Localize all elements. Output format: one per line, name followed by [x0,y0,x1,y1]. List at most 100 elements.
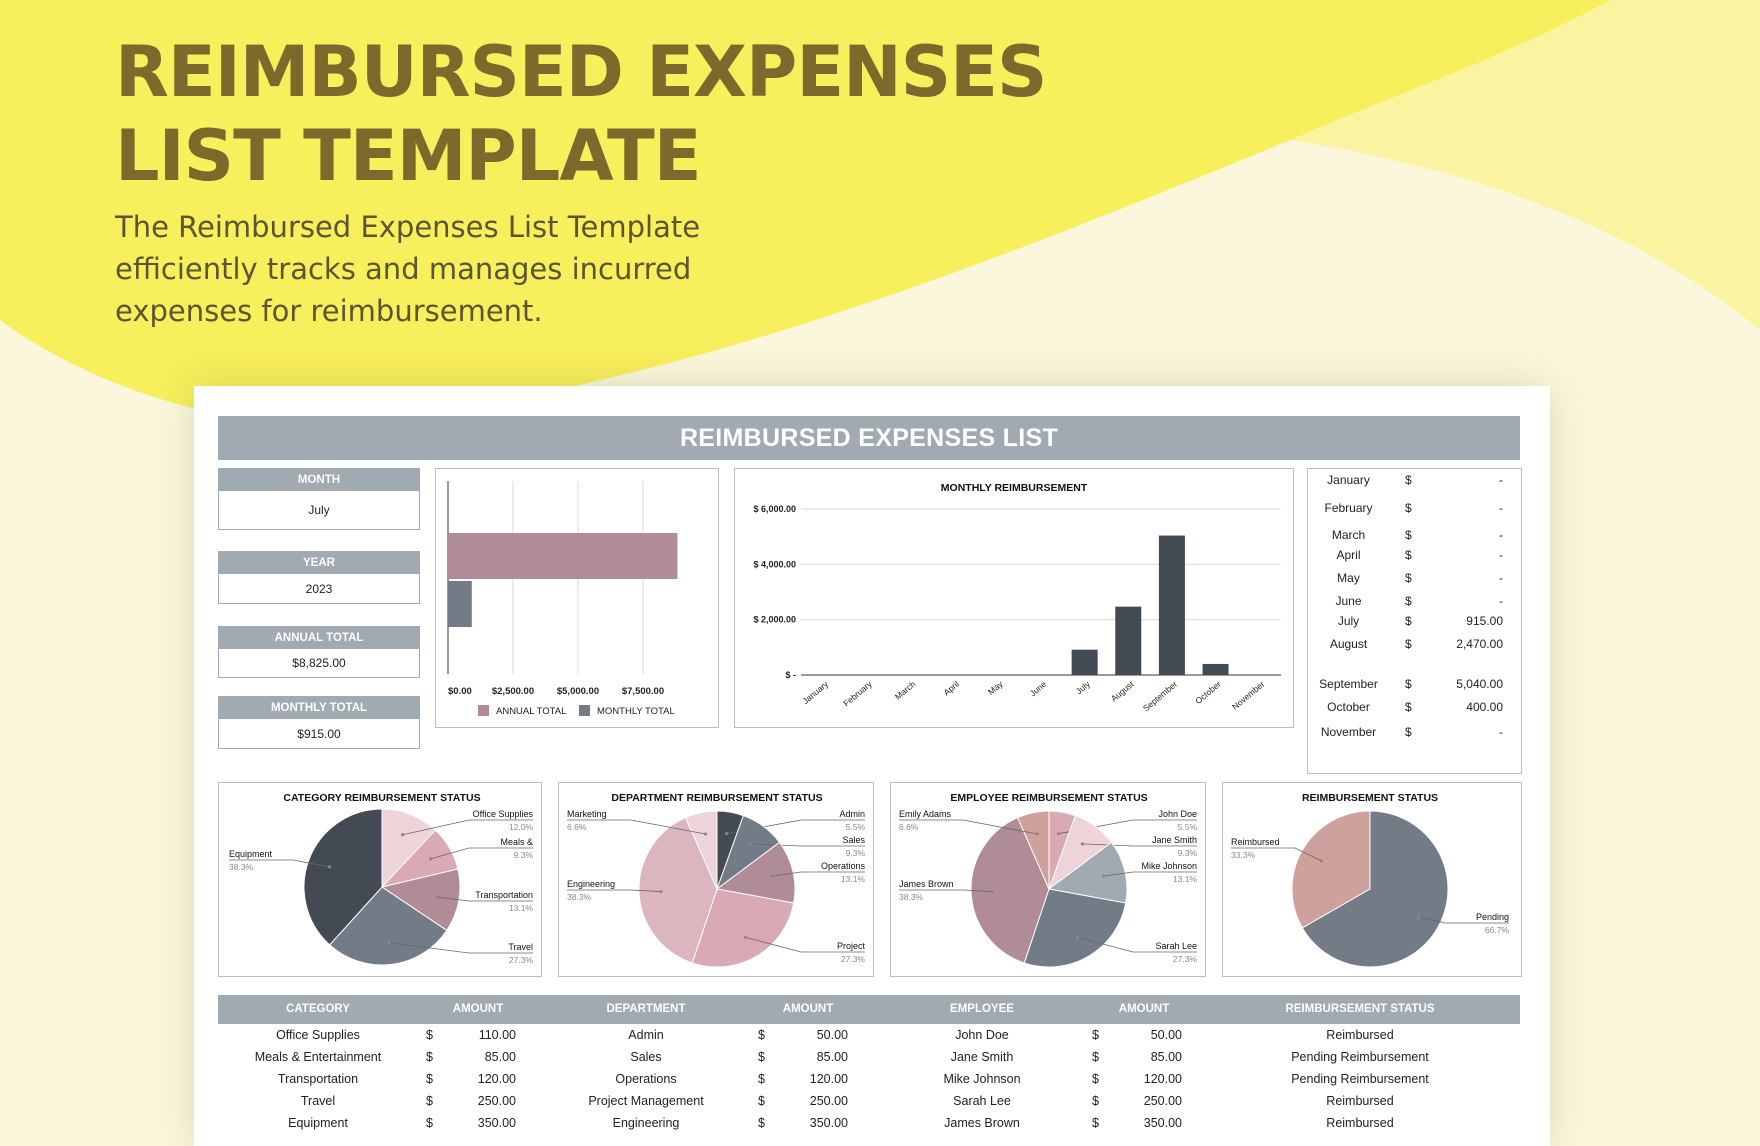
slice-label: Admin [839,809,865,819]
slice-label: Office Supplies [473,809,534,819]
currency-cell[interactable]: $ [426,1050,433,1064]
header-category: CATEGORY [286,1003,350,1015]
amount-cell[interactable]: 350.00 [477,1116,516,1130]
x-tick-label: January [801,678,831,706]
month-name: March [1331,528,1366,542]
kpi-monthly-total-value: $915.00 [297,726,341,741]
currency-cell[interactable]: $ [758,1072,765,1086]
currency-cell[interactable]: $ [426,1072,433,1086]
slice-percent: 38.3% [899,892,924,902]
slice-label: Sales [842,835,865,845]
currency-cell[interactable]: $ [426,1028,433,1042]
month-amount: - [1499,528,1503,542]
status-cell[interactable]: Reimbursed [1326,1116,1394,1130]
month-amount: 400.00 [1466,700,1503,714]
month-currency: $ [1405,548,1412,562]
department-cell[interactable]: Project Management [588,1094,704,1108]
employee-cell[interactable]: Sarah Lee [953,1094,1011,1108]
amount-cell[interactable]: 85.00 [484,1050,516,1064]
leader-dot [748,842,753,846]
department-cell[interactable]: Operations [615,1072,677,1086]
leader-dot [770,874,774,878]
currency-cell[interactable]: $ [1092,1072,1099,1086]
currency-cell[interactable]: $ [426,1094,433,1108]
department-cell[interactable]: Sales [630,1050,662,1064]
amount-cell[interactable]: 350.00 [809,1116,848,1130]
month-bar [1158,535,1185,675]
month-row: March $ - [1308,528,1521,546]
category-cell[interactable]: Travel [300,1094,336,1108]
amount-cell[interactable]: 120.00 [809,1072,848,1086]
slice-percent: 66.7% [1485,925,1510,935]
amount-cell[interactable]: 50.00 [816,1028,848,1042]
currency-cell[interactable]: $ [758,1050,765,1064]
status-cell[interactable]: Pending Reimbursement [1291,1072,1429,1086]
currency-cell[interactable]: $ [758,1116,765,1130]
slice-label: Reimbursed [1231,837,1280,847]
leader-dot [1080,842,1085,846]
amount-cell[interactable]: 85.00 [1150,1050,1182,1064]
department-cell[interactable]: Admin [628,1028,664,1042]
leader-dot [327,865,332,869]
leader-line [402,819,533,836]
amount-cell[interactable]: 120.00 [477,1072,516,1086]
amount-cell[interactable]: 120.00 [1143,1072,1182,1086]
month-currency: $ [1405,637,1412,651]
employee-pie-panel: EMPLOYEE REIMBURSEMENT STATUS John Doe 5.5… [890,782,1206,977]
currency-cell[interactable]: $ [1092,1116,1099,1130]
currency-cell[interactable]: $ [426,1116,433,1130]
month-row: September $5,040.00 [1308,677,1521,695]
leader-line [1082,843,1197,847]
currency-cell[interactable]: $ [1092,1094,1099,1108]
employee-cell[interactable]: Jane Smith [950,1050,1014,1064]
currency-cell[interactable]: $ [1092,1050,1099,1064]
month-bar [1115,606,1142,675]
month-bar [1202,663,1229,675]
slice-percent: 38.3% [229,862,254,872]
header-amount-2: AMOUNT [782,1003,834,1015]
leader-line [771,871,865,877]
legend-label: ANNUAL TOTAL [496,706,566,717]
status-cell[interactable]: Pending Reimbursement [1291,1050,1429,1064]
amount-cell[interactable]: 85.00 [816,1050,848,1064]
amount-cell[interactable]: 110.00 [478,1028,516,1042]
employee-cell[interactable]: John Doe [955,1028,1009,1042]
currency-cell[interactable]: $ [1092,1028,1099,1042]
kpi-monthly-total: MONTHLY TOTAL $915.00 [218,696,420,749]
leader-dot [387,941,391,945]
category-cell[interactable]: Transportation [277,1072,359,1086]
leader-dot [1035,832,1040,836]
month-amount: 2,470.00 [1456,637,1503,651]
amount-cell[interactable]: 250.00 [477,1094,516,1108]
leader-line [567,889,661,892]
x-tick-label: November [1230,679,1267,712]
leader-dot [435,895,439,899]
month-row: January $ - [1308,473,1521,491]
amount-cell[interactable]: 50.00 [1150,1028,1182,1042]
category-cell[interactable]: Meals & Entertainment [254,1050,382,1064]
month-row: November $ - [1308,725,1521,743]
pie-title: REIMBURSEMENT STATUS [1302,792,1438,804]
sheet-title: REIMBURSED EXPENSES LIST [218,416,1520,460]
amount-cell[interactable]: 250.00 [1143,1094,1182,1108]
currency-cell[interactable]: $ [758,1028,765,1042]
category-cell[interactable]: Office Supplies [276,1028,360,1042]
amount-cell[interactable]: 350.00 [1143,1116,1182,1130]
leader-line [229,859,330,868]
employee-cell[interactable]: James Brown [944,1116,1020,1130]
monthly-reimbursement-chart: MONTHLY REIMBURSEMENT $ - $ 2,000.00 $ 4,00… [753,482,1281,713]
status-cell[interactable]: Reimbursed [1326,1094,1394,1108]
department-cell[interactable]: Engineering [612,1116,680,1130]
x-tick-label: May [986,678,1005,696]
kpi-year-value[interactable]: 2023 [305,581,333,596]
slice-label: Engineering [567,879,615,889]
currency-cell[interactable]: $ [758,1094,765,1108]
category-cell[interactable]: Equipment [288,1116,348,1130]
amount-cell[interactable]: 250.00 [809,1094,848,1108]
employee-cell[interactable]: Mike Johnson [943,1072,1021,1086]
status-cell[interactable]: Reimbursed [1326,1028,1394,1042]
slice-label: Pending [1476,912,1509,922]
slice-percent: 5.5% [846,822,866,832]
kpi-month-value[interactable]: July [308,503,330,517]
slice-percent: 9.3% [1178,848,1198,858]
